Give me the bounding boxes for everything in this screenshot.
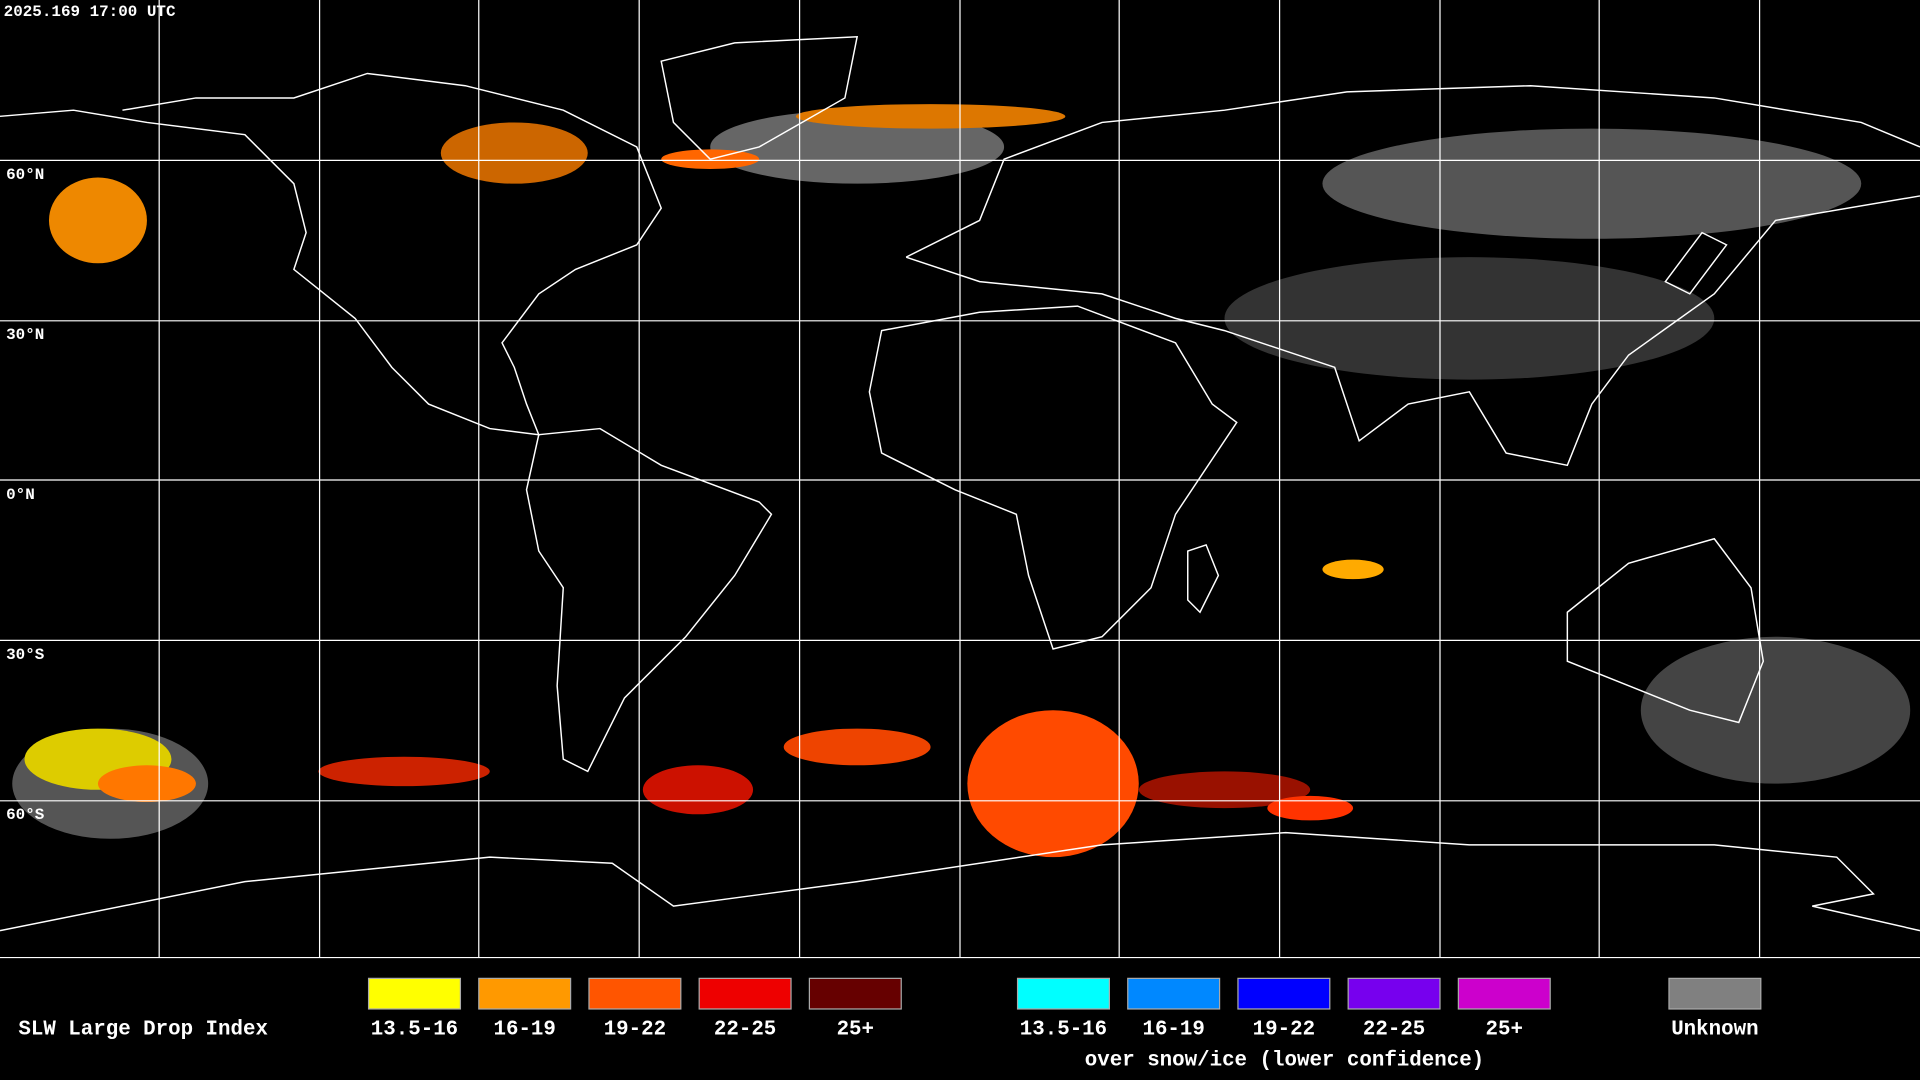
slw-area: [1322, 559, 1384, 580]
legend: 13.5-16 16-19 19-22 22-25 25+ 13.5-16 16-19 19-…: [367, 977, 1762, 1072]
unknown-area: [1224, 257, 1715, 380]
legend-label: 16-19: [1142, 1019, 1204, 1042]
slw-area: [1138, 771, 1311, 809]
greenland: [660, 35, 859, 160]
slw-area: [97, 765, 196, 803]
legend-swatch: [698, 977, 792, 1010]
legend-label: 13.5-16: [1020, 1019, 1107, 1042]
africa: [868, 305, 1238, 650]
south-america: [525, 427, 773, 773]
eurasia: [905, 84, 1920, 467]
legend-title: SLW Large Drop Index: [18, 1019, 268, 1042]
australia: [1566, 537, 1765, 724]
latitude-label: 30°N: [6, 326, 44, 344]
timestamp: 2025.169 17:00 UTC: [4, 3, 176, 21]
graticule: [0, 0, 1920, 959]
antarctica: [0, 831, 1920, 932]
legend-label: Unknown: [1671, 1019, 1758, 1042]
latitude-label: 30°S: [6, 646, 45, 664]
coastlines: [0, 35, 1920, 932]
legend-label: 16-19: [493, 1019, 555, 1042]
slw-area: [642, 765, 754, 815]
legend-swatch: [808, 977, 902, 1010]
madagascar: [1187, 543, 1220, 614]
slw-area: [783, 728, 931, 766]
slw-area: [48, 177, 147, 264]
latitude-label: 0°N: [6, 486, 35, 504]
slw-area: [440, 122, 588, 184]
legend-label: 19-22: [1253, 1019, 1315, 1042]
legend-swatch: [1127, 977, 1221, 1010]
legend-label: 25+: [1486, 1019, 1523, 1042]
legend-label: 22-25: [714, 1019, 776, 1042]
legend-swatch: [367, 977, 462, 1010]
japan: [1664, 231, 1728, 295]
legend-label: 22-25: [1363, 1019, 1425, 1042]
slw-area: [795, 104, 1066, 129]
legend-swatch: [1237, 977, 1331, 1010]
slw-area: [1267, 795, 1354, 821]
slw-area: [318, 756, 490, 787]
legend-swatch: [1457, 977, 1551, 1010]
legend-swatch: [1347, 977, 1441, 1010]
slw-area: [967, 710, 1139, 858]
unknown-area: [1640, 636, 1911, 784]
legend-caption: over snow/ice (lower confidence): [1085, 1049, 1484, 1072]
latitude-label: 60°S: [6, 806, 45, 824]
legend-swatch: [1668, 977, 1762, 1010]
legend-swatch: [588, 977, 682, 1010]
north-america: [0, 72, 663, 436]
legend-label: 25+: [837, 1019, 874, 1042]
legend-swatch: [478, 977, 572, 1010]
legend-label: 19-22: [604, 1019, 666, 1042]
latitude-label: 60°N: [6, 166, 44, 184]
legend-swatch: [1016, 977, 1111, 1010]
legend-label: 13.5-16: [371, 1019, 458, 1042]
unknown-area: [1322, 128, 1862, 239]
